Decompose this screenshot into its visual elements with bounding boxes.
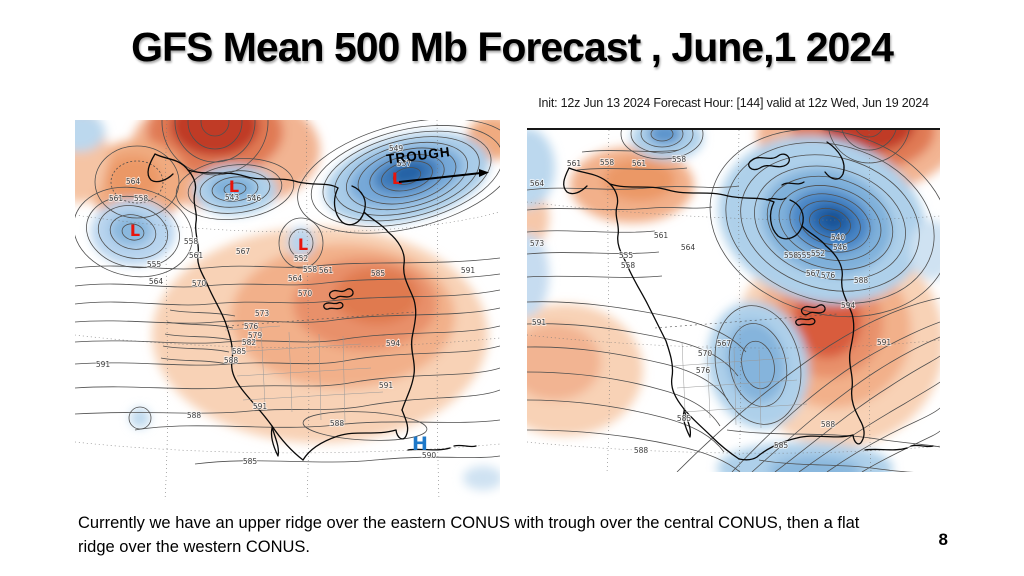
contour-label: 564	[126, 177, 141, 186]
contour-label: 585	[677, 414, 692, 423]
trough-arrow	[398, 172, 482, 183]
right-contour-labels: 561 558 561 5585645735615555585645405465525…	[529, 154, 892, 456]
contour-label: 537	[397, 159, 412, 168]
contour-label: 576	[821, 271, 836, 280]
contour-label: 582	[242, 338, 257, 347]
contour-label: 573	[255, 309, 270, 318]
contour-label: 558	[784, 251, 799, 260]
contour-label: 552	[811, 249, 826, 258]
high-marker: H	[412, 433, 428, 455]
contour-label: 558	[600, 158, 615, 167]
right-state-borders	[672, 341, 808, 429]
right-contours	[527, 130, 940, 472]
contour-label: 546	[247, 194, 262, 203]
contour-label: 591	[461, 266, 476, 275]
contour-label: 579	[248, 331, 263, 340]
contour-label: 591	[877, 338, 892, 347]
contour-label: 555	[147, 260, 162, 269]
contour-label: 591	[96, 360, 111, 369]
left-state-borders	[224, 325, 384, 423]
contour-label: 594	[841, 301, 856, 310]
right-canada-border	[654, 313, 838, 329]
contour-label: 585	[774, 441, 789, 450]
contour-label: 564	[288, 274, 303, 283]
page-number: 8	[938, 530, 948, 549]
contour-label: 588	[187, 411, 202, 420]
contour-label: 561	[654, 231, 669, 240]
contour-label: 555	[797, 251, 812, 260]
contour-label: 546	[833, 243, 848, 252]
contour-label: 576	[244, 322, 259, 331]
contour-label: 558	[184, 237, 199, 246]
contour-label: 594	[386, 339, 401, 348]
contour-label: 552	[294, 254, 309, 263]
contour-label: 588	[224, 356, 239, 365]
contour-label: 558	[134, 194, 149, 203]
slide-title: GFS Mean 500 Mb Forecast , June,1 2024	[131, 24, 894, 70]
trough-arrowhead	[479, 169, 489, 177]
low-marker: L	[298, 235, 308, 254]
right-coastline	[563, 141, 934, 461]
contour-label: 585	[232, 347, 247, 356]
left-anomaly-shading	[75, 120, 500, 490]
contour-label: 570	[192, 279, 207, 288]
contour-label: 561	[109, 194, 124, 203]
contour-label: 591	[253, 402, 268, 411]
caption: Currently we have an upper ridge over th…	[78, 514, 860, 556]
contour-label: 576	[696, 366, 711, 375]
low-marker: L	[130, 221, 140, 240]
contour-label: 558	[303, 265, 318, 274]
contour-label: 558	[672, 155, 687, 164]
low-marker: L	[229, 177, 239, 196]
left-graticule	[75, 120, 500, 500]
left-contours	[75, 120, 500, 465]
contour-label: 585	[371, 269, 386, 278]
contour-label: 585	[243, 457, 258, 466]
contour-label: 564	[149, 277, 164, 286]
contour-label: 564	[681, 243, 696, 252]
contour-label: 588	[634, 446, 649, 455]
contour-label: 567	[806, 269, 821, 278]
right-forecast-map-canvas: 561 558 561 5585645735615555585645405465525…	[527, 130, 940, 472]
contour-label: 555	[619, 251, 634, 260]
contour-label: 540	[831, 233, 846, 242]
contour-label: 591	[532, 318, 547, 327]
contour-label: 591	[379, 381, 394, 390]
contour-label: 588	[854, 276, 869, 285]
contour-label: 561	[567, 159, 582, 168]
contour-label: 588	[821, 420, 836, 429]
contour-label: 570	[298, 289, 313, 298]
right-forecast-map: 561 558 561 558 564 573 561 555 558 564 540 546 552 5…	[527, 128, 940, 472]
right-map-header: Init: 12z Jun 13 2024 Forecast Hour: [14…	[538, 96, 929, 110]
contour-label: 561	[189, 251, 204, 260]
left-coastline	[147, 153, 477, 461]
left-canada-border	[226, 311, 416, 327]
right-graticule	[527, 130, 940, 472]
contour-label: 564	[530, 179, 545, 188]
low-marker: L	[392, 169, 402, 188]
contour-label: 573	[530, 239, 545, 248]
contour-label: 549	[389, 144, 404, 153]
contour-label: 590	[422, 451, 437, 460]
contour-label: 543	[225, 193, 240, 202]
contour-label: 567	[236, 247, 251, 256]
left-forecast-map: 564 561 558 543 546 549 537 555 564 570 558 561 567 5…	[75, 120, 500, 500]
contour-label: 567	[717, 339, 732, 348]
contour-label: 558	[621, 261, 636, 270]
contour-label: 588	[330, 419, 345, 428]
contour-label: 561	[319, 266, 334, 275]
contour-label: 570	[698, 349, 713, 358]
contour-label: 561	[632, 159, 647, 168]
